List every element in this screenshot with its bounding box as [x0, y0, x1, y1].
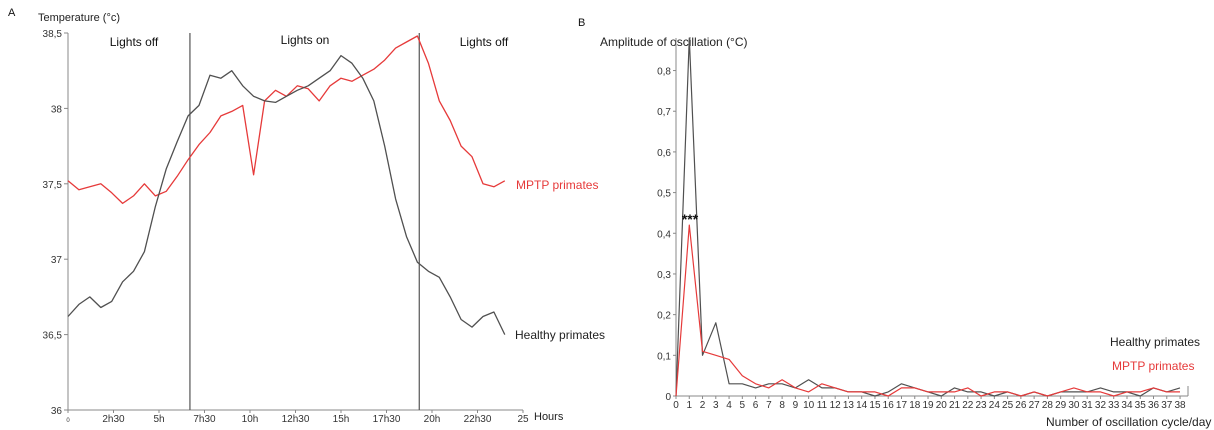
significance-marker: *** — [682, 211, 699, 227]
series-line-mptp — [67, 35, 506, 205]
chart-a-y-tick-label: 38 — [51, 104, 63, 115]
chart-a-x-tick-label: 22h30 — [464, 414, 492, 425]
chart-a-x-tick-label: 12h30 — [282, 414, 310, 425]
series-label-healthy: Healthy primates — [515, 328, 605, 342]
chart-a-x-axis-title: Hours — [534, 411, 564, 423]
chart-b-y-tick-label: 0,4 — [657, 229, 671, 240]
amplitude-line-healthy — [675, 37, 1181, 397]
chart-b-x-tick-label: 2 — [700, 400, 706, 411]
region-label-lights-off-2: Lights off — [460, 35, 509, 49]
chart-a-x-tick-label: 0 — [66, 418, 70, 424]
chart-a-x-tick-label: 25 — [517, 414, 529, 425]
chart-a-plot: 36 36,5 37 37,5 38 38,5 0 2h30 5h 7h30 10h 12h30 15h… — [43, 29, 529, 425]
legend-healthy: Healthy primates — [1110, 335, 1200, 349]
chart-b-y-tick-label: 0,6 — [657, 148, 671, 159]
chart-b-plot: 00,10,20,30,40,50,60,70,80 1 2 3 4 5 6 7 8 9 10 11 1… — [657, 37, 1189, 411]
chart-b-x-tick-label: 18 — [909, 400, 921, 411]
chart-b-x-tick-label: 25 — [1002, 400, 1014, 411]
chart-b-x-tick-label: 38 — [1174, 400, 1186, 411]
chart-a-y-tick-label: 37,5 — [43, 180, 63, 191]
chart-b-x-tick-label: 0 — [673, 400, 679, 411]
chart-b-x-tick-label: 30 — [1068, 400, 1080, 411]
chart-b-x-tick-label: 7 — [766, 400, 772, 411]
region-label-lights-off-1: Lights off — [110, 35, 159, 49]
chart-b-x-tick-label: 23 — [976, 400, 988, 411]
chart-b-x-tick-label: 27 — [1029, 400, 1041, 411]
panel-a-label: A — [8, 7, 16, 19]
chart-a-x-tick-label: 17h30 — [373, 414, 401, 425]
chart-b-x-tick-label: 3 — [713, 400, 719, 411]
chart-b-x-tick-label: 19 — [922, 400, 934, 411]
chart-a-y-tick-label: 36 — [51, 406, 63, 417]
chart-b-y-tick-label: 0,8 — [657, 67, 671, 78]
chart-b-x-tick-label: 20 — [936, 400, 948, 411]
chart-b-x-tick-label: 24 — [989, 400, 1001, 411]
chart-b-y-tick-label: 0,3 — [657, 270, 671, 281]
chart-b-x-tick-label: 21 — [949, 400, 961, 411]
chart-a-x-tick-label: 5h — [153, 414, 164, 425]
chart-a-x-tick-label: 15h — [333, 414, 350, 425]
chart-b-x-tick-label: 29 — [1055, 400, 1067, 411]
chart-b-x-tick-label: 17 — [896, 400, 908, 411]
chart-b-x-tick-label: 33 — [1108, 400, 1120, 411]
chart-b-y-tick-label: 0,1 — [657, 351, 671, 362]
chart-b-x-tick-label: 13 — [843, 400, 855, 411]
chart-a-y-tick-label: 37 — [51, 255, 63, 266]
chart-a-x-tick-label: 2h30 — [102, 414, 125, 425]
chart-a-y-axis-title: Temperature (°c) — [38, 12, 120, 24]
legend-mptp: MPTP primates — [1112, 359, 1194, 373]
panel-b-label: B — [578, 17, 585, 29]
series-line-healthy — [67, 54, 506, 335]
chart-b-y-tick-label: 0,5 — [657, 189, 671, 200]
chart-b-y-tick-label: 0 — [665, 392, 671, 403]
chart-b-x-tick-label: 10 — [803, 400, 815, 411]
chart-b-x-tick-label: 31 — [1082, 400, 1094, 411]
chart-b-x-tick-label: 32 — [1095, 400, 1107, 411]
series-label-mptp: MPTP primates — [516, 178, 598, 192]
chart-b-x-tick-label: 22 — [962, 400, 974, 411]
chart-a-y-tick-label: 38,5 — [43, 29, 63, 40]
chart-b-x-tick-label: 37 — [1161, 400, 1173, 411]
chart-b-x-tick-label: 4 — [726, 400, 732, 411]
chart-b-x-tick-label: 34 — [1121, 400, 1133, 411]
chart-b-x-tick-label: 11 — [817, 400, 828, 411]
chart-b-x-tick-label: 28 — [1042, 400, 1054, 411]
chart-b-x-tick-label: 12 — [830, 400, 842, 411]
amplitude-line-mptp — [675, 224, 1180, 397]
chart-a-x-tick-label: 20h — [424, 414, 441, 425]
chart-b-y-tick-label: 0,2 — [657, 311, 671, 322]
chart-b-x-tick-label: 26 — [1015, 400, 1027, 411]
region-label-lights-on: Lights on — [281, 33, 330, 47]
chart-b-x-tick-label: 6 — [753, 400, 759, 411]
chart-a-x-tick-label: 7h30 — [193, 414, 216, 425]
chart-a-y-tick-label: 36,5 — [43, 331, 63, 342]
chart-b-x-tick-label: 36 — [1148, 400, 1160, 411]
chart-b-x-tick-label: 14 — [856, 400, 868, 411]
chart-b-x-tick-label: 15 — [869, 400, 881, 411]
chart-b-y-axis-title: Amplitude of oscillation (°C) — [600, 35, 748, 49]
chart-b-x-tick-label: 1 — [686, 400, 692, 411]
chart-b-x-tick-label: 35 — [1135, 400, 1147, 411]
chart-b-y-tick-label: 0,7 — [657, 107, 671, 118]
chart-a-x-tick-label: 10h — [242, 414, 259, 425]
chart-b-x-tick-label: 8 — [779, 400, 785, 411]
chart-b-x-tick-label: 9 — [793, 400, 799, 411]
chart-b-x-tick-label: 16 — [883, 400, 895, 411]
chart-b-x-axis-title: Number of oscillation cycle/day — [1046, 415, 1211, 429]
chart-b-x-tick-label: 5 — [740, 400, 746, 411]
